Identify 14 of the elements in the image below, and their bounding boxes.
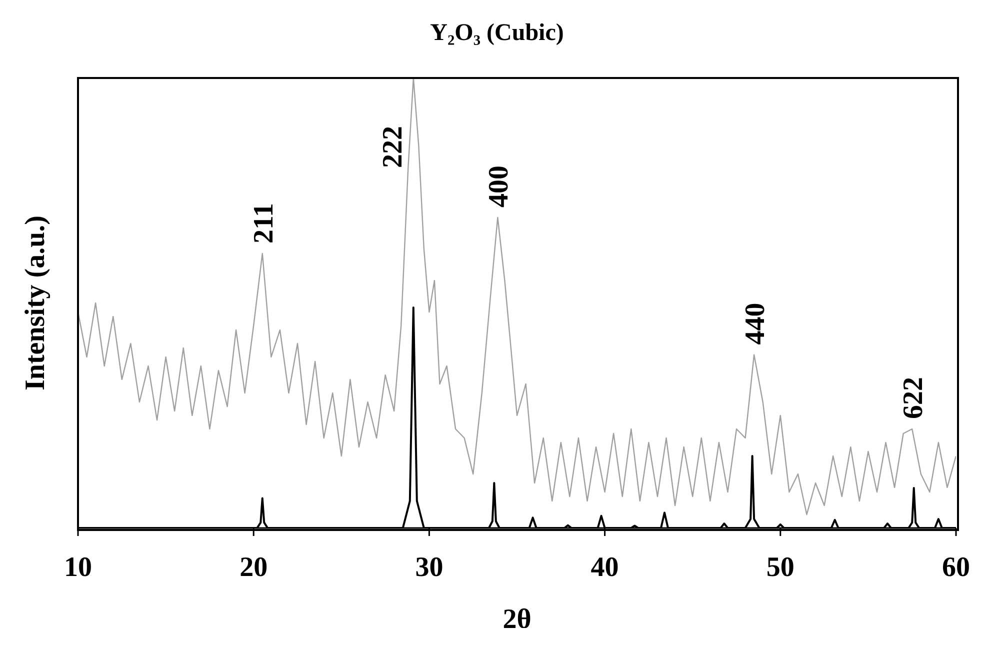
x-axis-title: 2θ xyxy=(502,604,532,635)
y-axis-title: Intensity (a.u.) xyxy=(20,215,52,391)
x-tick-label: 50 xyxy=(766,552,794,583)
annotation: 211 xyxy=(248,203,280,244)
annotation: 440 xyxy=(740,302,772,345)
x-tick-label: 20 xyxy=(240,552,268,583)
chart-title: Y₂O₃ (Cubic) xyxy=(429,19,565,48)
x-tick-label: 60 xyxy=(942,552,970,583)
annotation: 222 xyxy=(377,126,408,168)
x-tick-label: 30 xyxy=(415,552,444,583)
annotation: 400 xyxy=(484,166,515,208)
x-tick-label: 40 xyxy=(590,552,619,583)
x-tick-label: 10 xyxy=(64,552,92,583)
annotation: 622 xyxy=(898,377,930,419)
